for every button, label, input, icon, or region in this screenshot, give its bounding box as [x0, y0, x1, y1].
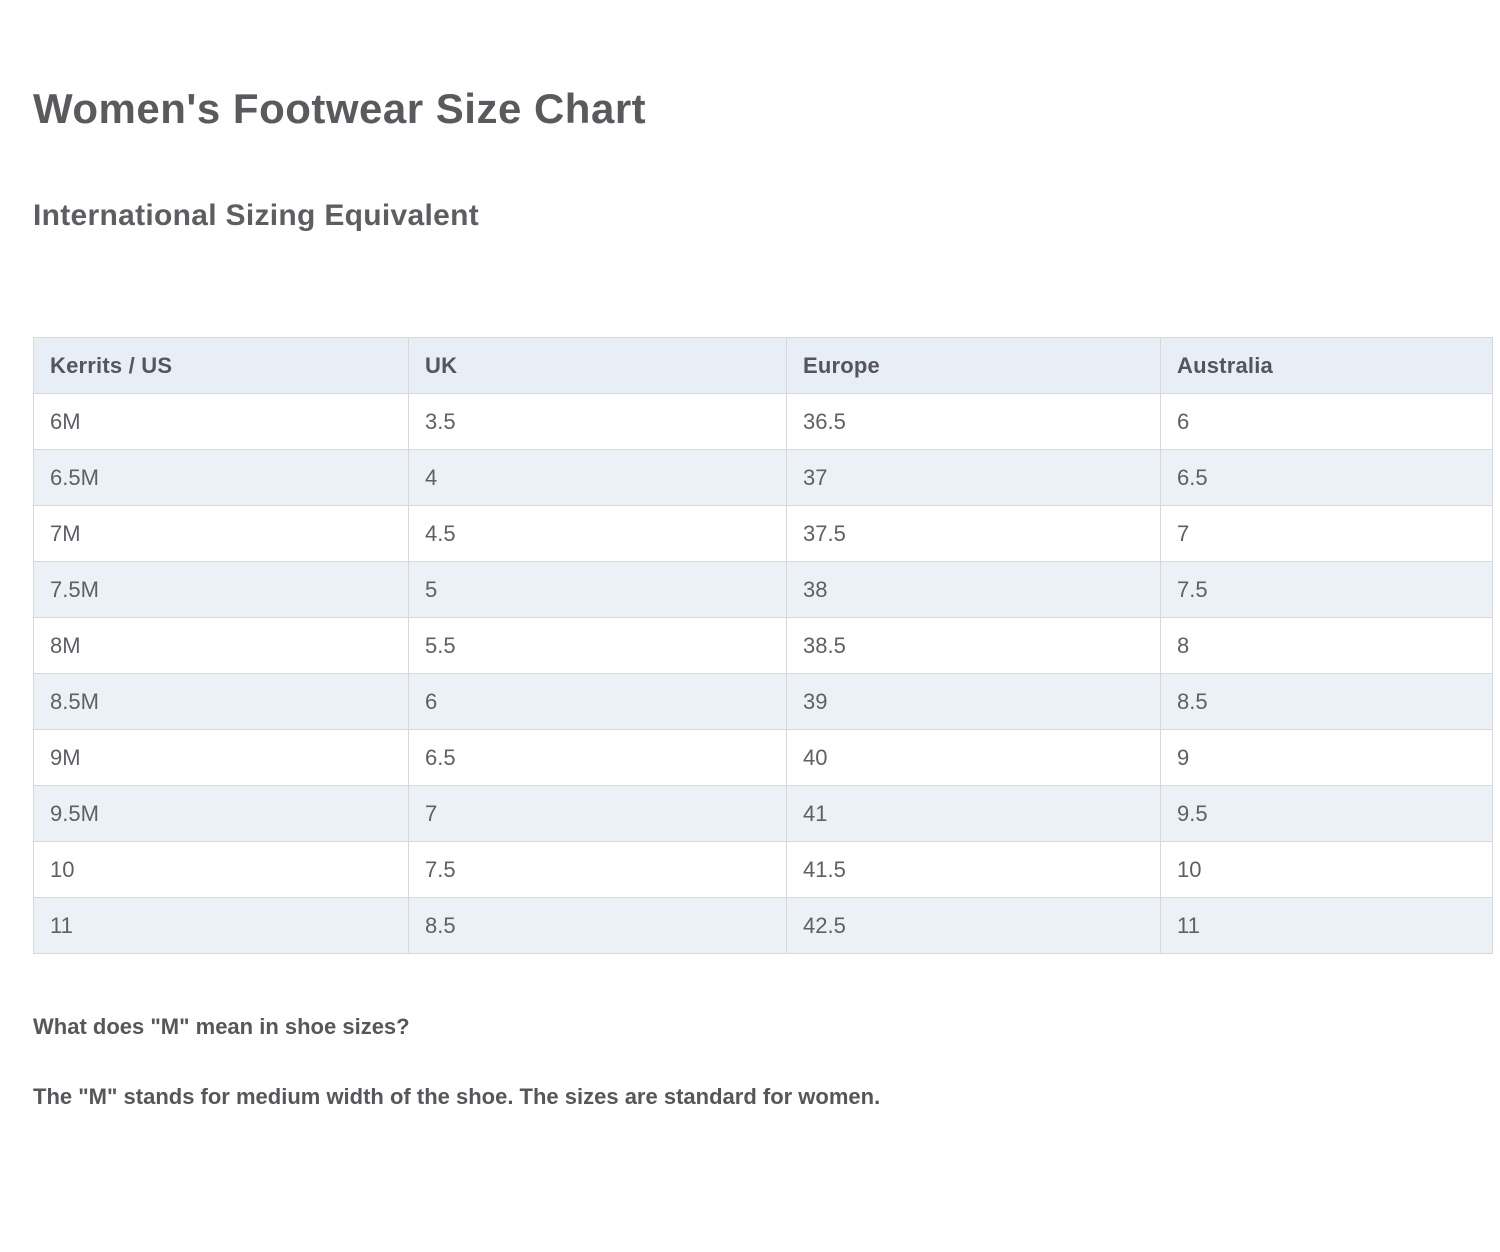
cell-europe: 38 — [786, 561, 1161, 619]
cell-uk: 4.5 — [408, 505, 787, 563]
cell-uk: 7.5 — [408, 841, 787, 899]
cell-us: 6.5M — [33, 449, 409, 507]
table-row: 8M 5.5 38.5 8 — [33, 617, 1493, 675]
header-row: Kerrits / US UK Europe Australia — [33, 337, 1493, 395]
cell-us: 10 — [33, 841, 409, 899]
cell-uk: 6 — [408, 673, 787, 731]
cell-australia: 8 — [1160, 617, 1493, 675]
footnote-answer: The "M" stands for medium width of the s… — [33, 1084, 881, 1110]
cell-uk: 6.5 — [408, 729, 787, 787]
cell-uk: 7 — [408, 785, 787, 843]
table-header: Kerrits / US UK Europe Australia — [33, 337, 1493, 395]
cell-europe: 41 — [786, 785, 1161, 843]
table-row: 6M 3.5 36.5 6 — [33, 393, 1493, 451]
table-row: 8.5M 6 39 8.5 — [33, 673, 1493, 731]
header-cell-europe: Europe — [786, 337, 1161, 395]
page-content: Women's Footwear Size Chart Internationa… — [33, 85, 1493, 1110]
header-cell-uk: UK — [408, 337, 787, 395]
footnote-question: What does "M" mean in shoe sizes? — [33, 1014, 410, 1040]
cell-us: 9.5M — [33, 785, 409, 843]
table-row: 9M 6.5 40 9 — [33, 729, 1493, 787]
cell-europe: 38.5 — [786, 617, 1161, 675]
table-row: 7M 4.5 37.5 7 — [33, 505, 1493, 563]
cell-us: 7.5M — [33, 561, 409, 619]
cell-us: 6M — [33, 393, 409, 451]
cell-australia: 9.5 — [1160, 785, 1493, 843]
cell-europe: 37.5 — [786, 505, 1161, 563]
cell-europe: 37 — [786, 449, 1161, 507]
cell-uk: 4 — [408, 449, 787, 507]
table-row: 11 8.5 42.5 11 — [33, 897, 1493, 955]
table-row: 6.5M 4 37 6.5 — [33, 449, 1493, 507]
cell-europe: 42.5 — [786, 897, 1161, 955]
cell-europe: 40 — [786, 729, 1161, 787]
cell-australia: 7.5 — [1160, 561, 1493, 619]
table-body: 6M 3.5 36.5 6 6.5M 4 37 6.5 7M 4.5 37.5 … — [33, 393, 1493, 955]
cell-europe: 36.5 — [786, 393, 1161, 451]
cell-europe: 39 — [786, 673, 1161, 731]
header-cell-kerrits-us: Kerrits / US — [33, 337, 409, 395]
header-cell-australia: Australia — [1160, 337, 1493, 395]
table-row: 7.5M 5 38 7.5 — [33, 561, 1493, 619]
size-chart-table: Kerrits / US UK Europe Australia 6M 3.5 … — [33, 337, 1493, 955]
cell-uk: 5 — [408, 561, 787, 619]
cell-us: 7M — [33, 505, 409, 563]
cell-uk: 3.5 — [408, 393, 787, 451]
page-subtitle: International Sizing Equivalent — [33, 199, 480, 233]
cell-uk: 8.5 — [408, 897, 787, 955]
cell-us: 9M — [33, 729, 409, 787]
cell-us: 8.5M — [33, 673, 409, 731]
cell-us: 8M — [33, 617, 409, 675]
table-row: 10 7.5 41.5 10 — [33, 841, 1493, 899]
cell-europe: 41.5 — [786, 841, 1161, 899]
cell-us: 11 — [33, 897, 409, 955]
cell-australia: 6 — [1160, 393, 1493, 451]
cell-australia: 7 — [1160, 505, 1493, 563]
cell-australia: 9 — [1160, 729, 1493, 787]
cell-australia: 6.5 — [1160, 449, 1493, 507]
cell-australia: 11 — [1160, 897, 1493, 955]
page-title: Women's Footwear Size Chart — [33, 85, 647, 132]
cell-australia: 10 — [1160, 841, 1493, 899]
table-row: 9.5M 7 41 9.5 — [33, 785, 1493, 843]
cell-uk: 5.5 — [408, 617, 787, 675]
cell-australia: 8.5 — [1160, 673, 1493, 731]
